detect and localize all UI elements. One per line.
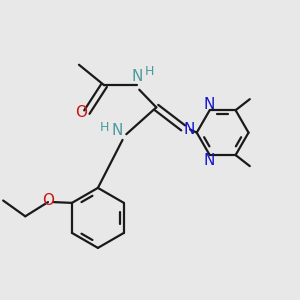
Text: H: H xyxy=(145,65,154,79)
Text: N: N xyxy=(132,69,143,84)
Text: O: O xyxy=(42,193,54,208)
Text: N: N xyxy=(112,123,123,138)
Text: N: N xyxy=(184,122,195,137)
Text: O: O xyxy=(75,105,87,120)
Text: N: N xyxy=(204,97,215,112)
Text: H: H xyxy=(100,121,110,134)
Text: N: N xyxy=(204,153,215,168)
